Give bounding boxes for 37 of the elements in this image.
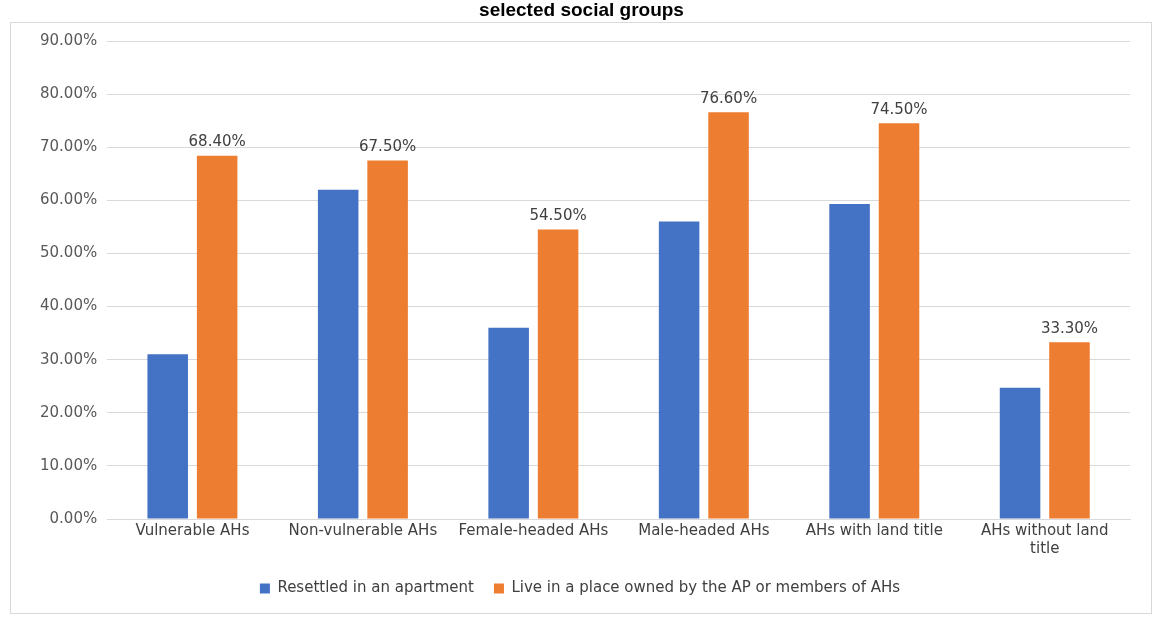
x-tick-label: Female-headed AHs bbox=[458, 520, 609, 539]
bar bbox=[196, 155, 238, 519]
y-tick-label: 60.00% bbox=[39, 190, 98, 209]
bar bbox=[1049, 342, 1090, 519]
y-tick-label: 80.00% bbox=[39, 84, 98, 102]
bar bbox=[317, 189, 359, 519]
x-tick-label: Vulnerable AHs bbox=[135, 520, 250, 539]
data-label: 67.50% bbox=[359, 136, 417, 155]
bar bbox=[999, 387, 1041, 519]
data-label: 68.40% bbox=[188, 132, 246, 151]
legend-label: Live in a place owned by the AP or members of AHs bbox=[511, 578, 901, 597]
x-tick-label: AHs with land title bbox=[805, 520, 943, 539]
bar bbox=[147, 354, 188, 519]
bar bbox=[878, 123, 920, 519]
y-tick-label: 0.00% bbox=[49, 508, 98, 527]
data-label: 33.30% bbox=[1040, 318, 1099, 337]
y-tick-label: 30.00% bbox=[39, 349, 98, 368]
bar bbox=[829, 204, 870, 519]
data-label: 74.50% bbox=[870, 99, 928, 118]
data-label: 76.60% bbox=[699, 88, 758, 107]
y-tick-label: 70.00% bbox=[39, 137, 98, 156]
y-tick-label: 20.00% bbox=[39, 402, 98, 421]
legend-label: Resettled in an apartment bbox=[277, 578, 475, 597]
y-tick-label: 50.00% bbox=[39, 243, 98, 262]
x-tick-label: Male-headed AHs bbox=[638, 520, 770, 539]
chart-title: selected social groups bbox=[478, 0, 685, 20]
y-tick-label: 10.00% bbox=[39, 455, 98, 474]
y-tick-label: 40.00% bbox=[39, 296, 98, 315]
data-label: 54.50% bbox=[529, 205, 587, 224]
y-tick-label: 90.00% bbox=[39, 30, 98, 49]
bar bbox=[367, 160, 408, 519]
bar bbox=[708, 112, 749, 519]
bar bbox=[658, 221, 700, 519]
bar bbox=[537, 229, 579, 519]
x-tick-label: AHs without land title bbox=[980, 520, 1109, 557]
bar bbox=[488, 327, 529, 519]
x-tick-label: Non-vulnerable AHs bbox=[288, 520, 438, 539]
